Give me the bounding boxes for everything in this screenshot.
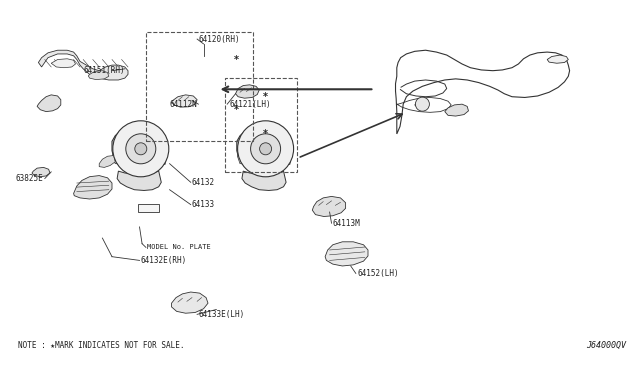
Circle shape: [251, 134, 280, 164]
Polygon shape: [445, 104, 468, 116]
Text: *: *: [263, 129, 268, 139]
Polygon shape: [161, 140, 166, 164]
Circle shape: [113, 121, 169, 177]
Text: *: *: [234, 105, 239, 115]
Polygon shape: [138, 204, 159, 212]
Circle shape: [260, 143, 271, 155]
Polygon shape: [237, 126, 292, 172]
Polygon shape: [99, 155, 115, 167]
Polygon shape: [74, 176, 112, 199]
Polygon shape: [51, 59, 76, 68]
Polygon shape: [325, 242, 368, 266]
Polygon shape: [237, 140, 243, 164]
Polygon shape: [113, 140, 118, 164]
Polygon shape: [37, 95, 61, 112]
Text: 64151(RH): 64151(RH): [83, 66, 125, 75]
Polygon shape: [242, 171, 286, 190]
Text: 64113M: 64113M: [333, 219, 360, 228]
Text: NOTE : ★MARK INDICATES NOT FOR SALE.: NOTE : ★MARK INDICATES NOT FOR SALE.: [18, 341, 184, 350]
Text: 64112N: 64112N: [170, 100, 197, 109]
Bar: [146, 32, 253, 141]
Text: 64120(RH): 64120(RH): [198, 35, 240, 44]
Polygon shape: [38, 50, 128, 80]
Circle shape: [415, 97, 429, 111]
Text: 64121(LH): 64121(LH): [229, 100, 271, 109]
Circle shape: [135, 143, 147, 155]
Text: 64132E(RH): 64132E(RH): [141, 256, 187, 265]
Polygon shape: [415, 101, 429, 108]
Text: *: *: [263, 92, 268, 102]
Polygon shape: [172, 95, 197, 107]
Text: 64133E(LH): 64133E(LH): [198, 310, 244, 319]
Polygon shape: [117, 171, 161, 190]
Polygon shape: [88, 71, 109, 80]
Text: 63825E: 63825E: [16, 174, 44, 183]
Polygon shape: [236, 85, 259, 98]
Text: *: *: [234, 55, 239, 64]
Polygon shape: [312, 196, 346, 217]
Text: 64152(LH): 64152(LH): [357, 269, 399, 278]
Text: J64000QV: J64000QV: [586, 341, 626, 350]
Polygon shape: [286, 140, 291, 164]
Text: MODEL No. PLATE: MODEL No. PLATE: [147, 244, 211, 250]
Text: 64133: 64133: [192, 200, 215, 209]
Circle shape: [126, 134, 156, 164]
Polygon shape: [32, 167, 50, 177]
Bar: [225, 78, 297, 172]
Circle shape: [237, 121, 294, 177]
Polygon shape: [112, 126, 168, 172]
Polygon shape: [547, 55, 568, 63]
Polygon shape: [172, 292, 208, 313]
Text: 64132: 64132: [192, 178, 215, 187]
